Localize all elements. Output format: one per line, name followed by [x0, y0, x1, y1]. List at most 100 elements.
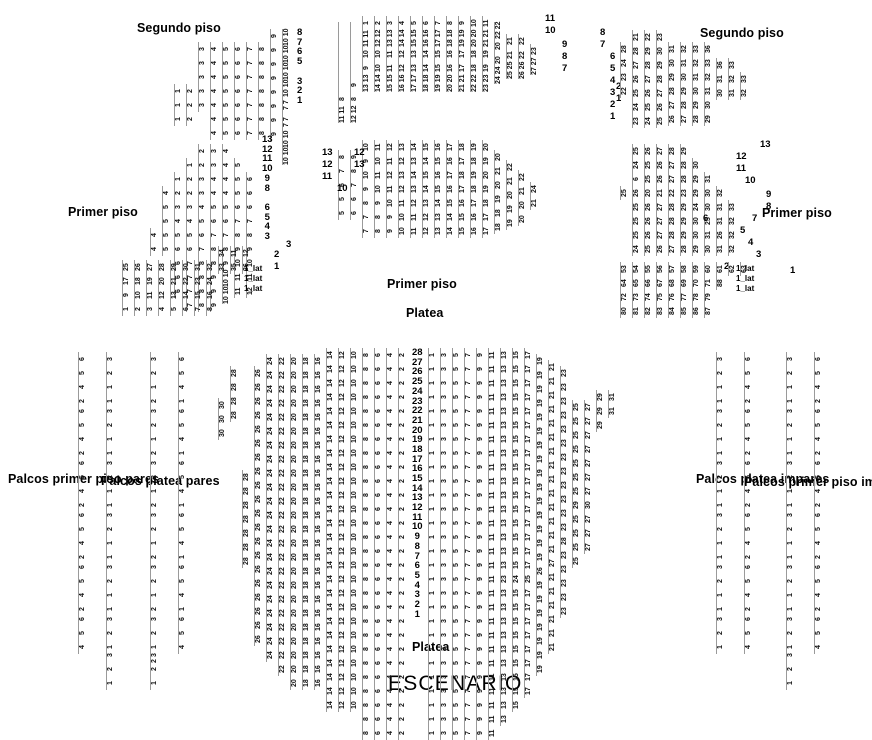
seat[interactable]: 14 [447, 213, 454, 221]
seat[interactable]: 7 [465, 549, 472, 553]
seat[interactable]: 80 [621, 307, 628, 315]
seat[interactable]: 7 [247, 131, 254, 135]
seat[interactable]: 9 [477, 717, 484, 721]
seat[interactable]: 6 [815, 565, 822, 569]
seat[interactable]: 1 [429, 521, 436, 525]
seat[interactable]: 22 [507, 163, 514, 171]
seat[interactable]: 19 [537, 455, 544, 463]
seat[interactable]: 33 [705, 59, 712, 67]
seat[interactable]: 1 [151, 437, 158, 441]
seat[interactable]: 3 [787, 513, 794, 517]
seat[interactable]: 1 [151, 541, 158, 545]
seat-column-segundo-piso-center[interactable]: 23 23 19 19 21 21 11 [482, 16, 491, 92]
seat[interactable]: 16 [315, 623, 322, 631]
seat-column-primer-piso-right-floor[interactable]: 62 [728, 262, 737, 276]
seat[interactable]: 13 [501, 449, 508, 457]
seat[interactable]: 28 [243, 473, 250, 481]
seat-column-segundo-piso-right[interactable]: 28 29 30 31 32 33 [692, 42, 701, 126]
seat[interactable]: 4 [223, 177, 230, 181]
seat[interactable]: 20 [645, 189, 652, 197]
seat[interactable]: 27 [645, 75, 652, 83]
seat[interactable]: 8 [363, 591, 370, 595]
seat[interactable]: 8 [363, 675, 370, 679]
seat[interactable]: 5 [745, 371, 752, 375]
seat[interactable]: 27 [585, 459, 592, 467]
seat[interactable]: 5 [745, 423, 752, 427]
seat[interactable]: 20 [291, 651, 298, 659]
seat-column-primer-piso-right-floor[interactable]: 81 73 65 54 [632, 262, 641, 318]
seat[interactable]: 2 [717, 527, 724, 531]
seat[interactable]: 22 22 [495, 21, 502, 40]
seat[interactable]: 3 [441, 717, 448, 721]
seat[interactable]: 9 [375, 201, 382, 205]
seat[interactable]: 18 [303, 371, 310, 379]
seat[interactable]: 17 [525, 673, 532, 681]
seat[interactable]: 15 [435, 64, 442, 72]
seat[interactable]: 20 [291, 511, 298, 519]
seat-column-segundo-piso-right[interactable]: 22 23 24 28 [620, 42, 629, 98]
seat[interactable]: 14 [327, 351, 334, 359]
seat[interactable]: 26 [255, 607, 262, 615]
seat[interactable]: 4 [211, 61, 218, 65]
seat[interactable]: 5 [453, 521, 460, 525]
seat[interactable]: 5 [411, 21, 418, 25]
seat[interactable]: 15 [459, 213, 466, 221]
seat[interactable]: 1 [123, 307, 130, 311]
seat[interactable]: 26 [255, 551, 262, 559]
seat[interactable]: 17 17 [411, 74, 418, 93]
seat[interactable]: 4 [387, 521, 394, 525]
seat[interactable]: 2 [717, 475, 724, 479]
seat[interactable]: 3 [147, 307, 154, 311]
seat[interactable]: 5 [453, 423, 460, 427]
seat[interactable]: 20 [291, 371, 298, 379]
seat[interactable]: 13 [501, 673, 508, 681]
seat-column-primer-piso-left-floor[interactable]: 8 16 24 32 [206, 260, 215, 316]
seat[interactable]: 21 21 [459, 74, 466, 93]
seat[interactable]: 5 [163, 205, 170, 209]
seat[interactable]: 3 [441, 437, 448, 441]
seat[interactable]: 13 [411, 50, 418, 58]
seat[interactable]: 6 [375, 661, 382, 665]
seat[interactable]: 2 [399, 605, 406, 609]
seat[interactable]: 6 [235, 47, 242, 51]
seat-column-platea-left[interactable]: 28 28 28 28 [230, 366, 239, 422]
seat[interactable]: 4 [79, 437, 86, 441]
seat[interactable]: 3 [717, 461, 724, 465]
seat[interactable]: 26 [135, 263, 142, 271]
seat[interactable]: 5 [235, 177, 242, 181]
seat[interactable]: 2 [187, 177, 194, 181]
seat[interactable]: 6 [815, 513, 822, 517]
seat[interactable]: 33 [693, 45, 700, 53]
seat[interactable]: 5 [815, 631, 822, 635]
seat[interactable]: 14 [327, 379, 334, 387]
seat[interactable]: 29 [171, 263, 178, 271]
seat[interactable]: 7 [465, 353, 472, 357]
seat[interactable]: 18 [303, 651, 310, 659]
seat[interactable]: 17 [525, 365, 532, 373]
seat[interactable]: 2 [399, 521, 406, 525]
seat[interactable]: 4 [211, 117, 218, 121]
seat[interactable]: 5 [223, 89, 230, 93]
seat[interactable]: 30 [693, 87, 700, 95]
seat[interactable]: 14 [423, 50, 430, 58]
seat[interactable]: 29 [681, 217, 688, 225]
seat[interactable]: 25 [525, 575, 532, 583]
seat[interactable]: 6 [633, 177, 640, 181]
seat[interactable]: 29 [681, 147, 688, 155]
seat[interactable]: 6 [235, 89, 242, 93]
seat-column-primer-piso-right[interactable]: 31 26 31 31 32 [716, 186, 725, 256]
seat[interactable]: 18 [303, 357, 310, 365]
seat[interactable]: 27 [657, 217, 664, 225]
seat[interactable]: 10 [351, 701, 358, 709]
seat[interactable]: 8 [363, 535, 370, 539]
seat[interactable]: 2 [399, 535, 406, 539]
seat[interactable]: 22 [279, 371, 286, 379]
seat-column-primer-piso-left-floor[interactable]: 7 15 23 31 [194, 260, 203, 316]
seat[interactable]: 7 [351, 183, 358, 187]
seat[interactable]: 2 [399, 409, 406, 413]
